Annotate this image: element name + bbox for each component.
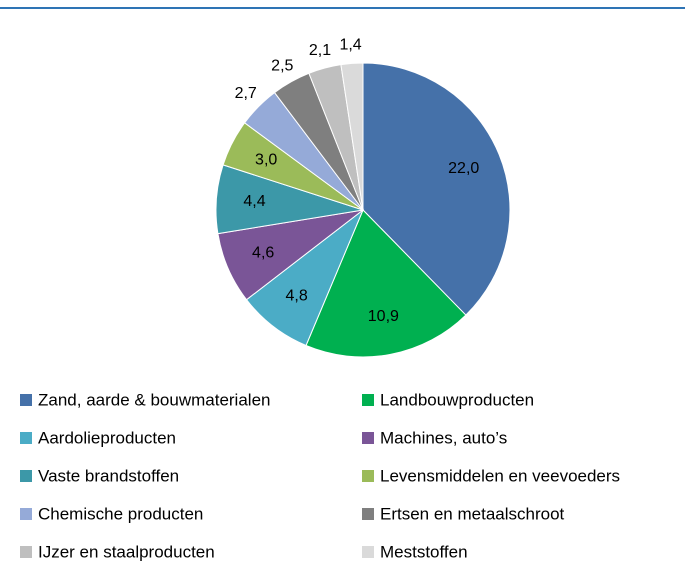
legend-swatch bbox=[20, 394, 32, 406]
legend-label: Landbouwproducten bbox=[380, 390, 534, 409]
legend-swatch bbox=[20, 546, 32, 558]
legend-swatch bbox=[362, 546, 374, 558]
legend-label: Levensmiddelen en veevoeders bbox=[380, 466, 620, 485]
legend-swatch bbox=[20, 470, 32, 482]
data-label: 2,5 bbox=[271, 57, 293, 74]
legend-swatch bbox=[362, 432, 374, 444]
legend-label: Vaste brandstoffen bbox=[38, 466, 179, 485]
pie-slice bbox=[362, 62, 511, 316]
data-label: 1,4 bbox=[339, 37, 361, 54]
data-label: 2,7 bbox=[235, 85, 257, 102]
legend-swatch bbox=[362, 470, 374, 482]
legend-label: IJzer en staalproducten bbox=[38, 542, 215, 561]
data-label: 2,1 bbox=[309, 42, 331, 59]
legend-label: Chemische producten bbox=[38, 504, 203, 523]
legend-swatch bbox=[20, 508, 32, 520]
data-label: 22,0 bbox=[448, 160, 479, 177]
legend-swatch bbox=[20, 432, 32, 444]
pie-slice bbox=[305, 209, 467, 358]
legend-swatch bbox=[362, 394, 374, 406]
data-label: 4,8 bbox=[285, 287, 307, 304]
legend-label: Ertsen en metaalschroot bbox=[380, 504, 565, 523]
pie-slice bbox=[340, 62, 364, 211]
data-label: 3,0 bbox=[255, 152, 277, 169]
data-label: 4,4 bbox=[243, 193, 265, 210]
data-label: 10,9 bbox=[368, 308, 399, 325]
legend-label: Zand, aarde & bouwmaterialen bbox=[38, 390, 270, 409]
legend-label: Meststoffen bbox=[380, 542, 468, 561]
data-label: 4,6 bbox=[252, 244, 274, 261]
legend-swatch bbox=[362, 508, 374, 520]
legend-label: Machines, auto’s bbox=[380, 428, 507, 447]
legend-label: Aardolieproducten bbox=[38, 428, 176, 447]
